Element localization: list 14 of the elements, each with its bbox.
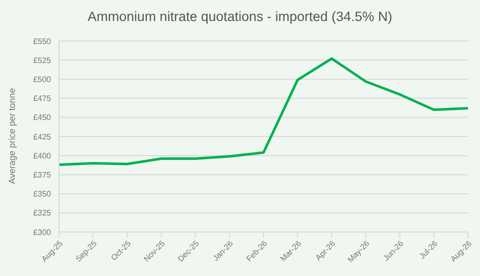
y-tick-label: £550 xyxy=(33,36,52,46)
y-tick-label: £300 xyxy=(33,228,52,237)
y-tick-label: £525 xyxy=(33,56,52,65)
y-tick-label: £425 xyxy=(33,132,52,142)
y-tick-label: £475 xyxy=(33,94,52,104)
y-tick-label: £325 xyxy=(33,208,52,218)
y-tick-label: £500 xyxy=(33,75,52,84)
y-tick-label: £350 xyxy=(33,190,52,199)
line-series xyxy=(58,57,470,166)
chart-title: Ammonium nitrate quotations - imported (34.5% N) xyxy=(86,9,394,24)
y-tick-label: £400 xyxy=(33,151,52,160)
y-tick-label: £450 xyxy=(33,113,52,122)
y-tick-label: £375 xyxy=(33,170,52,180)
y-axis-title: Average price per tonne xyxy=(7,88,17,184)
